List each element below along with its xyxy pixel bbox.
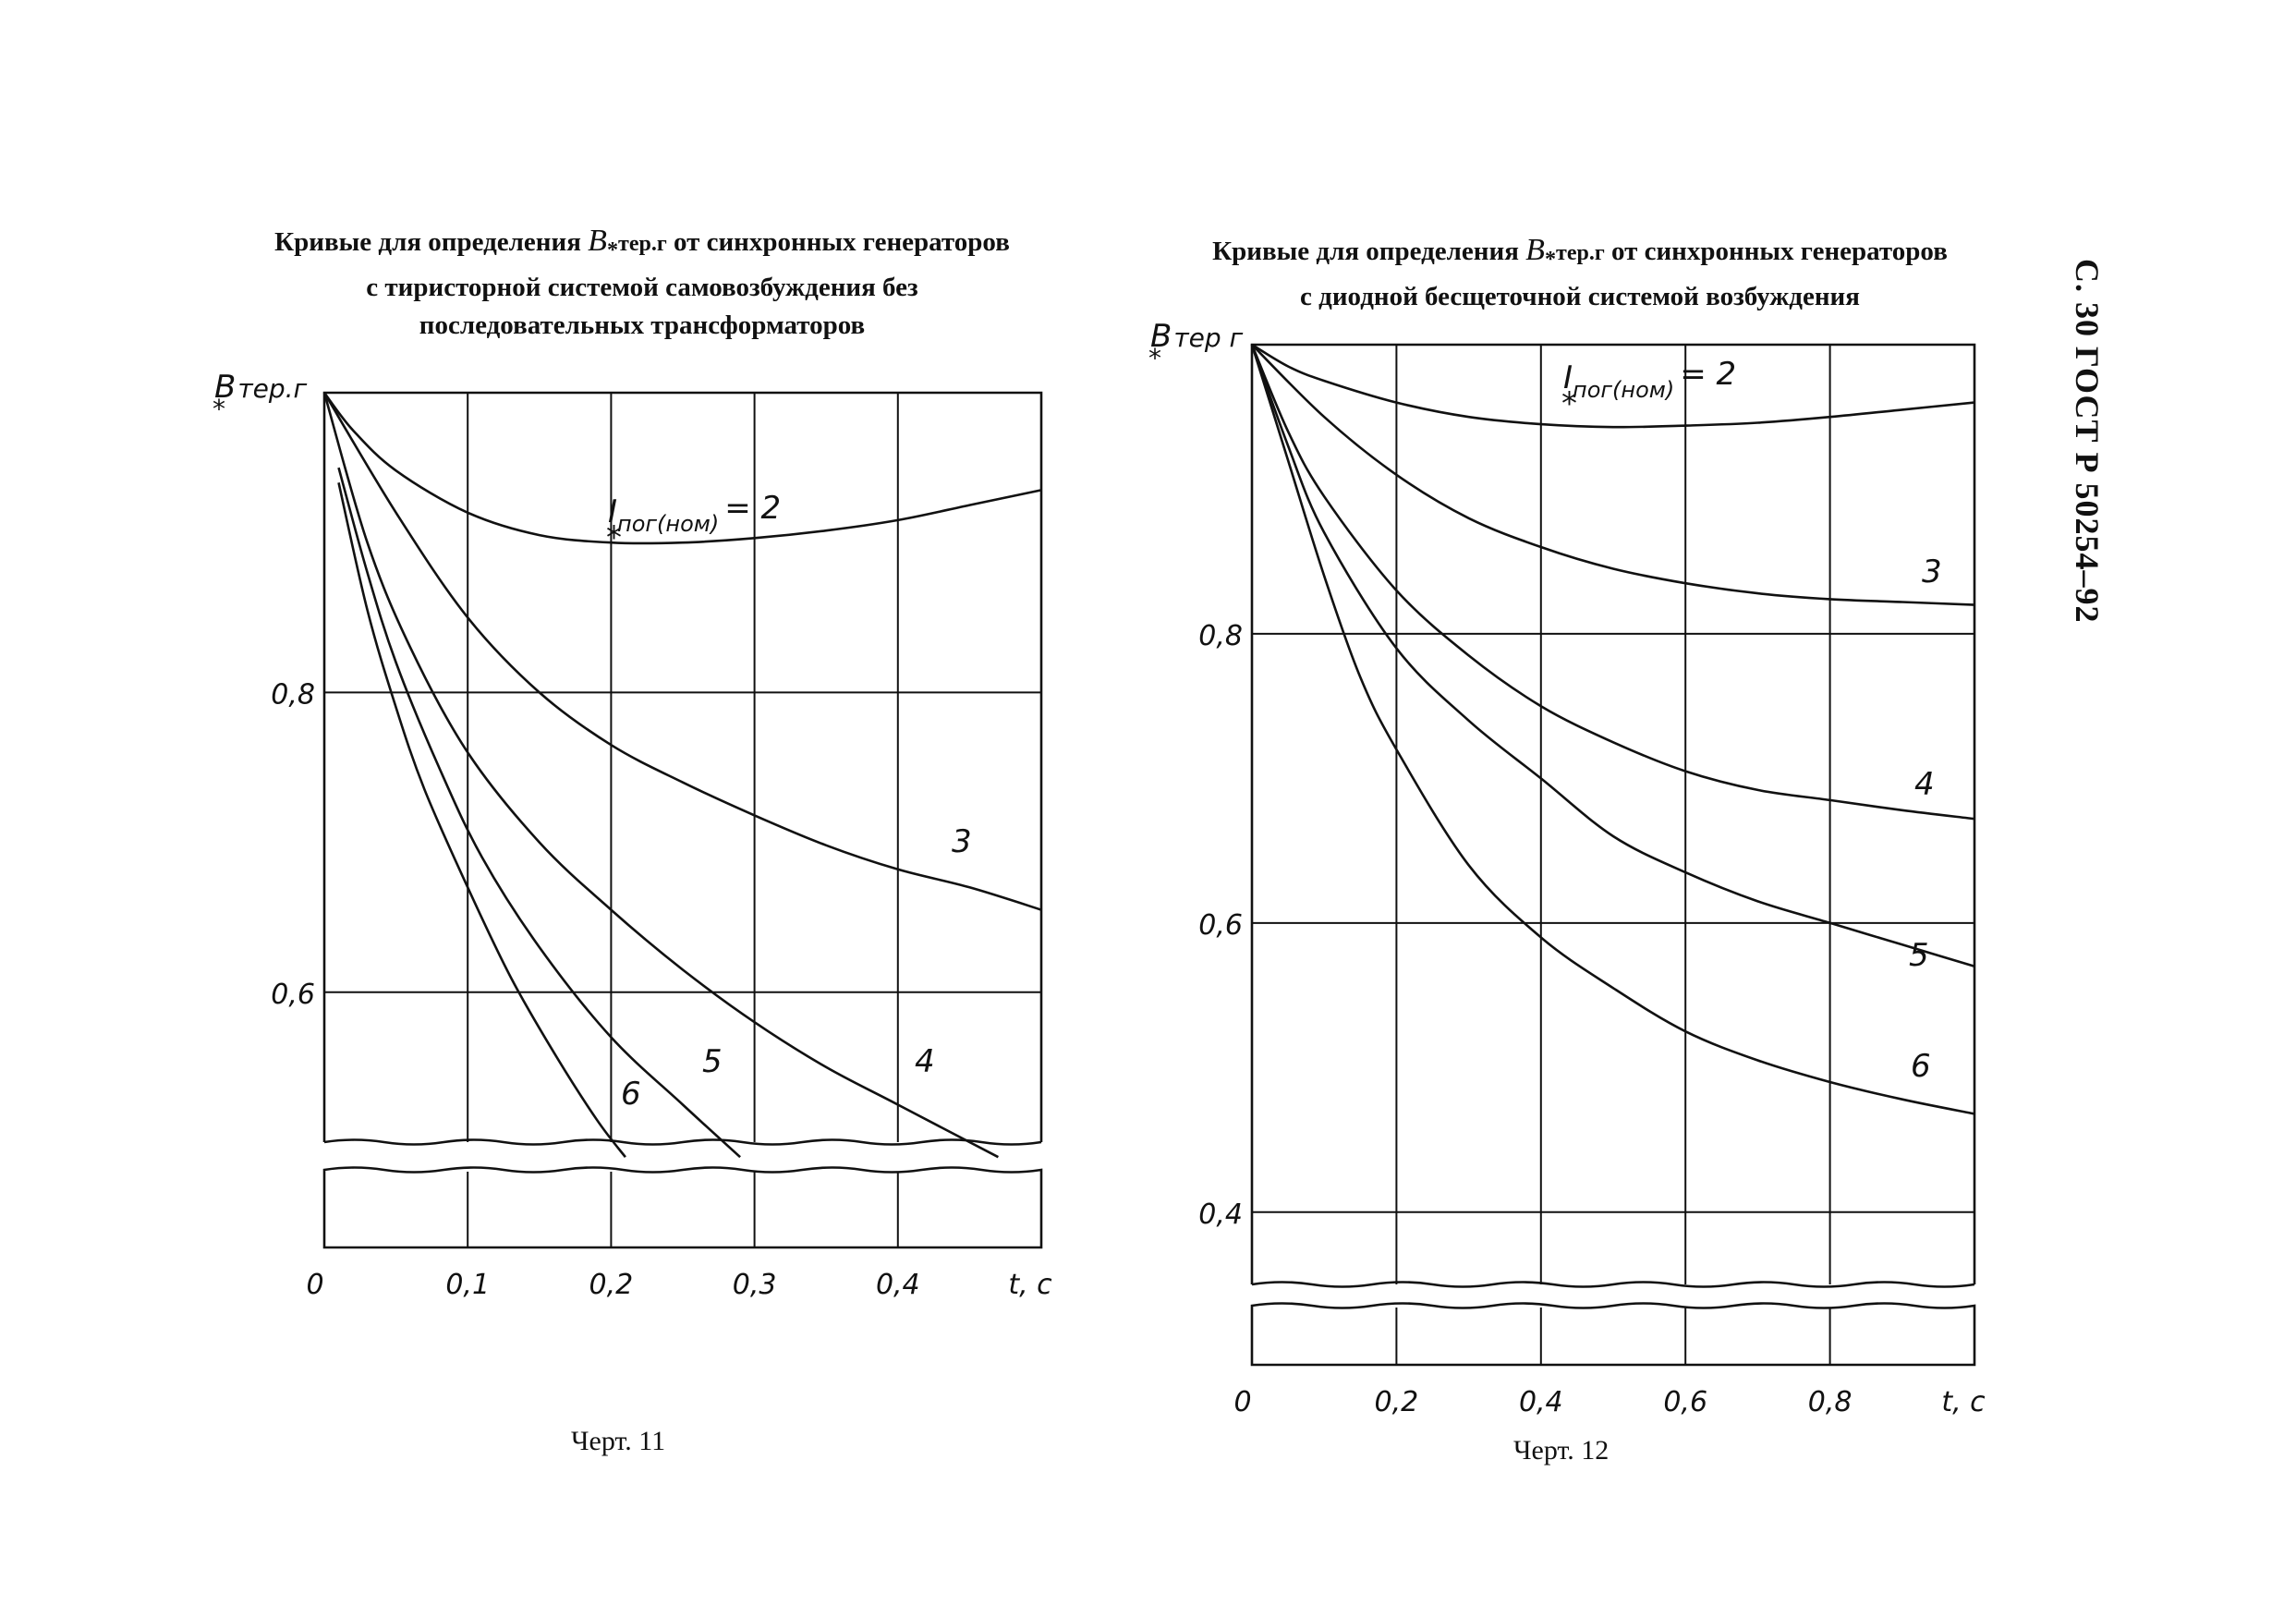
x-axis-label: t, c bbox=[1941, 1386, 1986, 1418]
series-line-5 bbox=[337, 467, 741, 1159]
y-axis-label: Bтер г bbox=[1150, 318, 1244, 355]
series-label-6: 6 bbox=[621, 1076, 641, 1113]
x-tick-label: 0,6 bbox=[1663, 1386, 1707, 1418]
x-tick-label: 0 bbox=[1233, 1386, 1251, 1418]
x-tick-label: 0,8 bbox=[1808, 1386, 1853, 1418]
chart1-caption: Черт. 11 bbox=[571, 1426, 666, 1456]
plot-frame bbox=[322, 391, 1043, 1142]
series-line-3 bbox=[322, 392, 1042, 911]
y-tick-label: 0,6 bbox=[271, 979, 315, 1011]
series-line-4 bbox=[322, 392, 999, 1159]
series-label-symbol: I bbox=[608, 493, 617, 530]
axis-break-top bbox=[1251, 1281, 1975, 1288]
series-line-2 bbox=[322, 392, 1042, 545]
x-tick-label: 0,1 bbox=[445, 1269, 490, 1301]
y-tick-label: 0,8 bbox=[271, 678, 315, 711]
y-axis-label-symbol: B bbox=[1150, 318, 1172, 355]
x-tick-label: 0,3 bbox=[733, 1269, 777, 1301]
series-label-eq: = 2 bbox=[1680, 356, 1736, 393]
chart1-title-line2: с тиристорной системой самовозбуждения б… bbox=[366, 272, 918, 302]
x-tick-label: 0,2 bbox=[1375, 1386, 1419, 1418]
x-axis-label: t, c bbox=[1008, 1269, 1052, 1301]
series-label-2: Iпог(ном) = 2 bbox=[608, 490, 781, 537]
series-label-6: 6 bbox=[1911, 1048, 1931, 1085]
series-label-3: 3 bbox=[952, 823, 972, 860]
series-label-5: 5 bbox=[1909, 937, 1929, 974]
y-tick-label: 0,4 bbox=[1198, 1198, 1243, 1231]
chart2-caption: Черт. 12 bbox=[1513, 1435, 1610, 1466]
x-tick-label: 0 bbox=[306, 1269, 323, 1301]
y-axis-label-star: * bbox=[213, 394, 225, 424]
y-axis-label-sub: тер.г bbox=[237, 373, 307, 404]
series-label-4: 4 bbox=[1914, 766, 1935, 803]
y-axis-label-sub: тер г bbox=[1173, 322, 1243, 353]
chart1-title: Кривые для определения B*тер.г от синхро… bbox=[185, 222, 1099, 345]
series-label-2: Iпог(ном) = 2 bbox=[1563, 356, 1736, 403]
axis-strip bbox=[1250, 1302, 1976, 1367]
chart2-title-line2: с диодной бесщеточной системой возбужден… bbox=[1300, 281, 1860, 311]
series-label-eq: = 2 bbox=[724, 490, 781, 527]
series-label-symbol: I bbox=[1563, 359, 1573, 396]
page-header-vertical: С. 30 ГОСТ Р 50254–92 bbox=[2069, 259, 2106, 624]
series-label-4: 4 bbox=[915, 1043, 935, 1080]
series-line-5 bbox=[1250, 344, 1975, 968]
chart2-title-line1: Кривые для определения B*тер.г от синхро… bbox=[1212, 233, 1948, 272]
series-label-star: * bbox=[606, 519, 622, 556]
chart2-title: Кривые для определения B*тер.г от синхро… bbox=[1127, 231, 2033, 316]
series-line-3 bbox=[1251, 344, 1975, 606]
axis-strip bbox=[322, 1166, 1043, 1249]
series-line-4 bbox=[1250, 344, 1975, 821]
plot-frame bbox=[1250, 343, 1976, 1284]
y-tick-label: 0,8 bbox=[1198, 620, 1243, 652]
x-tick-label: 0,4 bbox=[1519, 1386, 1563, 1418]
chart1-title-line1: Кривые для определения B*тер.г от синхро… bbox=[274, 224, 1010, 262]
series-line-2 bbox=[1251, 343, 1975, 429]
x-tick-label: 0,2 bbox=[589, 1269, 634, 1301]
series-label-sub: пог(ном) bbox=[617, 511, 719, 537]
y-axis-label: Bтер.г bbox=[214, 369, 308, 406]
x-tick-label: 0,4 bbox=[876, 1269, 920, 1301]
series-label-sub: пог(ном) bbox=[1573, 377, 1674, 403]
axis-break-top bbox=[323, 1138, 1042, 1146]
y-axis-label-symbol: B bbox=[214, 369, 236, 406]
series-label-star: * bbox=[1561, 385, 1577, 422]
series-label-5: 5 bbox=[702, 1043, 723, 1080]
series-label-3: 3 bbox=[1922, 554, 1942, 590]
series-line-6 bbox=[1250, 344, 1975, 1115]
y-axis-label-star: * bbox=[1148, 343, 1161, 373]
series-line-6 bbox=[337, 482, 626, 1158]
y-tick-label: 0,6 bbox=[1198, 909, 1243, 942]
chart1-title-line3: последовательных трансформаторов bbox=[419, 310, 866, 340]
